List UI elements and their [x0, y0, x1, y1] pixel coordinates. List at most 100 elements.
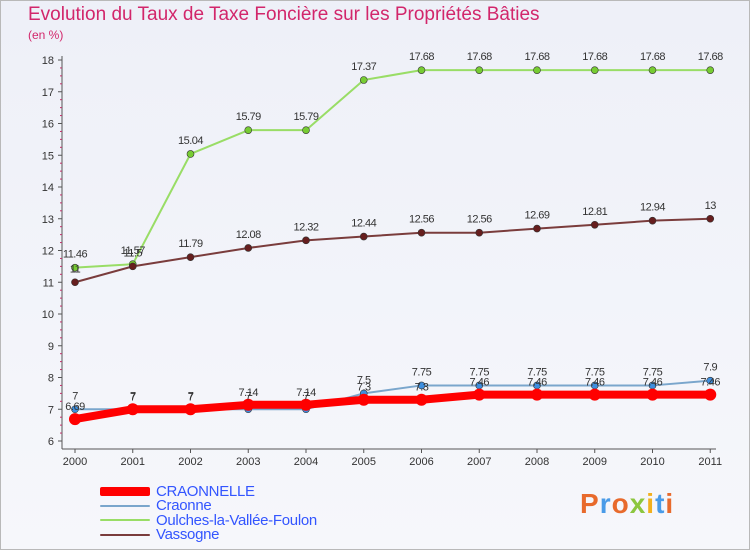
data-label: 7.3	[357, 382, 371, 394]
x-tick-label: 2000	[63, 456, 87, 468]
data-label: 17.68	[409, 51, 434, 63]
data-point	[186, 150, 195, 158]
data-label: 15.04	[178, 135, 203, 147]
data-label: 12.44	[351, 218, 376, 230]
data-point	[704, 388, 717, 401]
legend-label: Vassogne	[156, 526, 220, 544]
series-line-craonnelle	[74, 390, 711, 424]
legend-swatch	[100, 533, 150, 536]
legend-label: CRAONNELLE	[156, 482, 255, 500]
data-label: 12.56	[409, 214, 434, 226]
data-label: 17.68	[582, 51, 607, 63]
data-point	[475, 66, 484, 74]
y-tick-label: 13	[42, 214, 54, 226]
x-tick-label: 2004	[294, 456, 318, 468]
x-tick-label: 2011	[698, 456, 722, 468]
logo-letter: i	[646, 488, 656, 519]
data-point	[648, 66, 657, 74]
data-point	[359, 76, 368, 84]
data-label: 11.57	[121, 245, 146, 257]
data-point	[302, 126, 310, 134]
data-label: 7.46	[643, 377, 663, 389]
data-label: 7	[130, 390, 136, 402]
y-tick-label: 18	[42, 55, 54, 67]
data-point	[706, 66, 715, 74]
data-point	[184, 403, 197, 416]
data-label: 12.56	[467, 214, 492, 226]
y-tick-label: 17	[42, 87, 54, 99]
data-point	[300, 398, 312, 411]
data-label: 7	[72, 390, 78, 402]
data-point	[706, 376, 715, 385]
x-tick-label: 2007	[467, 456, 491, 468]
line-chart: 6 7 8 9 10 11 12 13 14 15 16 17 18 2000 2001 2002 2003 20…	[42, 51, 724, 468]
legend-item: CRAONNELLE	[100, 482, 317, 500]
legend-swatch	[100, 486, 150, 496]
logo-letter: o	[611, 488, 630, 519]
legend-item: Oulches-la-Vallée-Foulon	[100, 511, 317, 529]
data-label: 7	[188, 390, 194, 402]
legend-item: Vassogne	[100, 526, 317, 544]
logo-letter: x	[629, 488, 647, 519]
data-point	[706, 214, 715, 223]
data-point	[646, 388, 659, 401]
logo-letter: r	[599, 488, 612, 519]
data-point	[244, 126, 253, 134]
y-tick-label: 16	[42, 119, 54, 131]
data-label: 17.68	[640, 51, 665, 63]
data-point	[417, 228, 426, 237]
data-point	[590, 220, 599, 229]
data-label: 7.14	[239, 387, 259, 399]
data-label: 7.75	[527, 366, 547, 378]
data-point	[415, 393, 428, 406]
legend: CRAONNELLE Craonne Oulches-la-Vallée-Foulo…	[100, 482, 317, 544]
y-unit-label: (en %)	[28, 28, 64, 42]
data-label: 17.37	[351, 61, 376, 73]
x-tick-label: 2002	[178, 456, 202, 468]
data-label: 12.69	[524, 210, 549, 222]
data-label: 7.14	[296, 387, 316, 399]
data-label: 11.79	[178, 238, 203, 250]
data-label: 7.75	[585, 366, 605, 378]
data-label: 12.94	[640, 202, 665, 214]
data-point	[186, 253, 195, 261]
x-tick-label: 2001	[121, 456, 145, 468]
data-point	[244, 244, 253, 252]
y-tick-label: 11	[43, 277, 54, 289]
logo-letter: t	[655, 488, 666, 519]
data-point	[126, 403, 139, 416]
data-label: 17.68	[524, 51, 549, 63]
x-tick-label: 2010	[640, 456, 664, 468]
data-point	[417, 381, 426, 390]
data-label: 7.46	[701, 377, 721, 389]
series-line-oulches-la-vall-e-foulon	[74, 69, 711, 269]
legend-item: Craonne	[100, 497, 317, 515]
series-line-vassogne	[74, 217, 711, 284]
data-label: 12.81	[582, 206, 607, 218]
y-tick-label: 14	[42, 182, 54, 194]
data-point	[648, 216, 657, 225]
data-label: 17.68	[467, 51, 492, 63]
x-tick-label: 2003	[236, 456, 260, 468]
data-point	[533, 66, 541, 74]
data-label: 6.69	[65, 401, 85, 413]
data-label: 15.79	[236, 111, 261, 123]
y-tick-label: 9	[48, 341, 54, 353]
data-point	[357, 393, 370, 406]
chart-title: Evolution du Taux de Taxe Foncière sur l…	[28, 4, 540, 25]
data-label: 7.75	[412, 366, 432, 378]
data-point	[302, 236, 310, 245]
data-point	[71, 263, 79, 272]
legend-label: Oulches-la-Vallée-Foulon	[156, 511, 317, 529]
data-label: 7.9	[703, 362, 717, 374]
data-label: 7.75	[470, 366, 490, 378]
data-point	[242, 398, 255, 411]
data-point	[588, 388, 601, 401]
data-point	[417, 66, 426, 74]
legend-label: Craonne	[156, 497, 212, 515]
data-point	[475, 228, 484, 237]
data-label: 7.75	[643, 366, 663, 378]
data-label: 17.68	[698, 51, 723, 63]
x-tick-label: 2008	[525, 456, 549, 468]
